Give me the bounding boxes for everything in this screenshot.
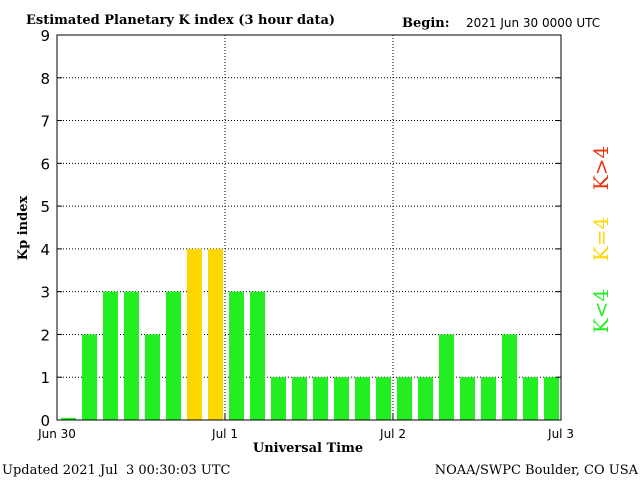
y-tick-label: 3: [40, 284, 50, 302]
legend: K<4 K=4 K>4: [589, 146, 613, 333]
kp-bar: [397, 377, 412, 420]
kp-bar: [481, 377, 496, 420]
kp-bar: [544, 377, 559, 420]
kp-bar: [145, 334, 160, 420]
legend-entry: K=4: [589, 217, 613, 261]
kp-bar: [460, 377, 475, 420]
kp-bar: [271, 377, 286, 420]
kp-bar: [187, 248, 202, 420]
y-tick-label: 8: [40, 70, 50, 88]
legend-entry: K>4: [589, 146, 613, 190]
y-tick-label: 7: [40, 113, 50, 131]
y-axis-label: Kp index: [16, 196, 31, 261]
kp-bar: [334, 377, 349, 420]
kp-bar: [355, 377, 370, 420]
kp-bar: [229, 291, 244, 420]
x-tick-label: Jul 3: [547, 427, 574, 441]
kp-bar: [166, 291, 181, 420]
grid: [57, 35, 561, 420]
kp-bar: [502, 334, 517, 420]
kp-bar: [61, 417, 76, 420]
kp-bar: [124, 291, 139, 420]
begin-label: Begin:: [402, 16, 450, 31]
x-axis-label: Universal Time: [253, 441, 363, 456]
kp-bar: [418, 377, 433, 420]
kp-bar: [103, 291, 118, 420]
bars: [61, 248, 559, 420]
y-tick-label: 6: [40, 155, 50, 173]
y-tick-label: 4: [40, 241, 50, 259]
y-tick-label: 9: [40, 27, 50, 45]
kp-bar: [523, 377, 538, 420]
x-tick-label: Jul 1: [211, 427, 238, 441]
begin-value: 2021 Jun 30 0000 UTC: [466, 16, 600, 30]
kp-bar: [82, 334, 97, 420]
chart-title: Estimated Planetary K index (3 hour data…: [26, 13, 335, 28]
y-tick-label: 2: [40, 326, 50, 344]
x-tick-label: Jun 30: [37, 427, 76, 441]
updated-footer: Updated 2021 Jul 3 00:30:03 UTC: [2, 463, 230, 478]
source-footer: NOAA/SWPC Boulder, CO USA: [435, 463, 639, 478]
y-tick-label: 1: [40, 369, 50, 387]
x-tick-label: Jul 2: [379, 427, 406, 441]
plot-frame: [56, 34, 562, 421]
kp-bar: [376, 377, 391, 420]
kp-bar: [250, 291, 265, 420]
y-axis-ticks: 0 1 2 3 4 5 6 7 8 9: [40, 27, 561, 430]
kp-bar: [439, 334, 454, 420]
kp-bar: [292, 377, 307, 420]
kp-bar: [208, 248, 223, 420]
x-axis-ticks: Jun 30 Jul 1 Jul 2 Jul 3: [37, 414, 574, 441]
y-tick-label: 0: [40, 412, 50, 430]
y-tick-label: 5: [40, 198, 50, 216]
legend-entry: K<4: [589, 289, 613, 333]
kp-bar: [313, 377, 328, 420]
